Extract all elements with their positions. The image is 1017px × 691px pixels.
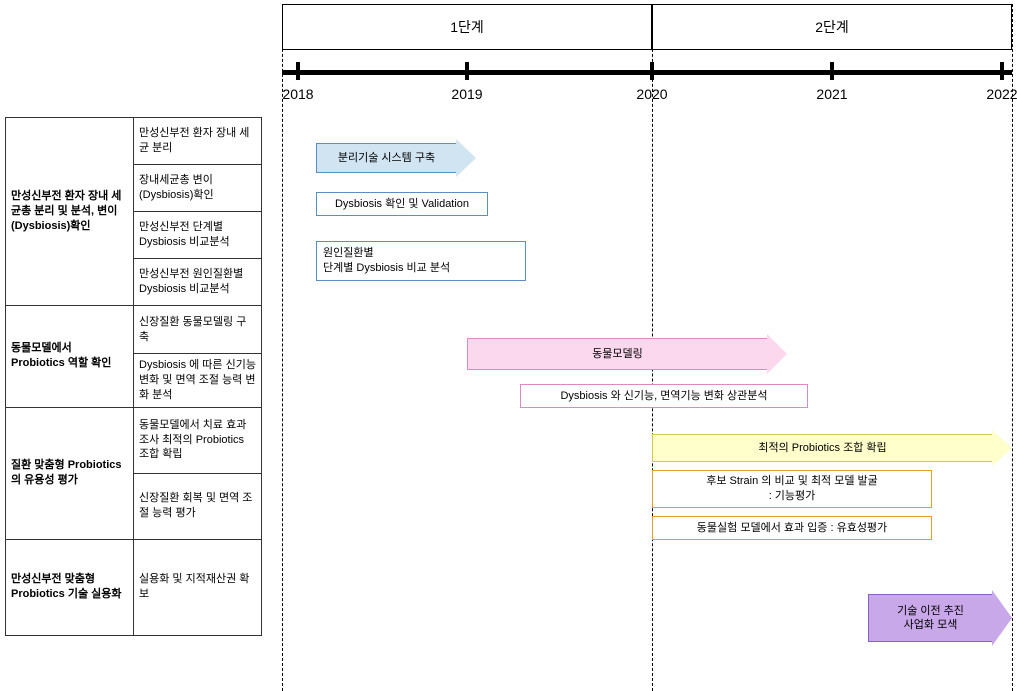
year-label-2021: 2021 (816, 86, 847, 102)
box-4: Dysbiosis 와 신기능, 면역기능 변화 상관분석 (520, 384, 808, 408)
arrow-5: 최적의 Probiotics 조합 확립 (652, 434, 1012, 462)
sub-0-0: 만성신부전 환자 장내 세균 분리 (134, 118, 262, 165)
sub-0-2: 만성신부전 단계별 Dysbiosis 비교분석 (134, 212, 262, 259)
category-3: 만성신부전 맞춤형 Probiotics 기술 실용화 (6, 539, 134, 635)
arrow-0: 분리기술 시스템 구축 (316, 143, 476, 173)
sub-1-0: 신장질환 동물모델링 구축 (134, 306, 262, 354)
sub-0-1: 장내세균총 변이 (Dysbiosis)확인 (134, 165, 262, 212)
phase-2: 2단계 (652, 4, 1012, 50)
arrow-8: 기술 이전 추진사업화 모색 (868, 594, 1012, 642)
box-6: 후보 Strain 의 비교 및 최적 모델 발굴: 기능평가 (652, 470, 932, 508)
sub-2-0: 동물모델에서 치료 효과 조사 최적의 Probiotics 조합 확립 (134, 407, 262, 473)
box-7: 동물실험 모델에서 효과 입증 : 유효성평가 (652, 516, 932, 540)
box-2: 원인질환별단계별 Dysbiosis 비교 분석 (316, 241, 526, 281)
sub-3-0: 실용화 및 지적재산권 확보 (134, 539, 262, 635)
box-1: Dysbiosis 확인 및 Validation (316, 192, 488, 216)
sub-1-1: Dysbiosis 에 따른 신기능 변화 및 면역 조절 능력 변화 분석 (134, 354, 262, 408)
phase-1: 1단계 (282, 4, 652, 50)
sub-2-1: 신장질환 회복 및 면역 조절 능력 평가 (134, 473, 262, 539)
year-label-2019: 2019 (451, 86, 482, 102)
category-table: 만성신부전 환자 장내 세균총 분리 및 분석, 변이 (Dysbiosis)확… (5, 117, 262, 636)
arrow-3: 동물모델링 (467, 338, 787, 370)
category-2: 질환 맞춤형 Probiotics 의 유용성 평가 (6, 407, 134, 539)
category-1: 동물모델에서 Probiotics 역할 확인 (6, 306, 134, 408)
year-label-2018: 2018 (282, 86, 313, 102)
sub-0-3: 만성신부전 원인질환별 Dysbiosis 비교분석 (134, 259, 262, 306)
category-0: 만성신부전 환자 장내 세균총 분리 및 분석, 변이 (Dysbiosis)확… (6, 118, 134, 306)
